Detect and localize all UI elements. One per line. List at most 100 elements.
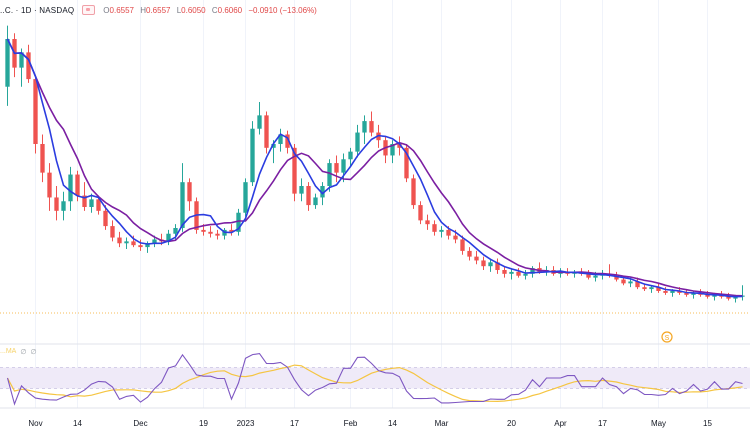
candle-body — [404, 147, 409, 179]
candle-body — [243, 182, 248, 213]
alert-icon[interactable] — [82, 5, 96, 15]
candle-body — [68, 174, 73, 202]
candle-body — [705, 294, 710, 297]
candle-body — [432, 224, 437, 232]
rsi-legend: ...MA ∅ ∅ — [0, 348, 37, 356]
close-value: 0.6060 — [217, 5, 243, 15]
candle-body — [628, 281, 633, 284]
candle-body — [523, 273, 528, 276]
candle-body — [320, 186, 325, 198]
candle-body — [152, 239, 157, 244]
candle-body — [341, 159, 346, 173]
x-tick-label: 17 — [290, 419, 299, 428]
split-marker — [661, 331, 673, 343]
candle-body — [75, 174, 80, 196]
candle-body — [264, 115, 269, 148]
candle-body — [649, 287, 654, 290]
candle-body — [411, 178, 416, 206]
candle-body — [61, 201, 66, 211]
candle-body — [740, 295, 745, 297]
rsi-band — [0, 367, 750, 389]
x-tick-label: 2023 — [237, 419, 255, 428]
candle-body — [656, 287, 661, 291]
candle-body — [726, 296, 731, 299]
candle-body — [138, 245, 143, 248]
candle-body — [495, 262, 500, 270]
split-marker-label: S — [665, 335, 670, 342]
candle-body — [96, 199, 101, 211]
candle-body — [215, 233, 220, 236]
candle-body — [299, 186, 304, 194]
rsi-value-1: ∅ — [20, 349, 27, 356]
candle-body — [201, 229, 206, 232]
candle-body — [5, 39, 10, 87]
low-value: 0.6050 — [181, 5, 206, 15]
candle-body — [677, 291, 682, 293]
candle-body — [467, 250, 472, 257]
candle-body — [453, 235, 458, 240]
candle-body — [418, 205, 423, 221]
candle-body — [593, 275, 598, 278]
candle-body — [145, 243, 150, 248]
candle-body — [460, 239, 465, 251]
candle-body — [670, 291, 675, 293]
candle-body — [621, 279, 626, 284]
candle-body — [390, 144, 395, 156]
candle-body — [313, 197, 318, 206]
candle-body — [509, 271, 514, 274]
candle-body — [124, 241, 129, 244]
candle-body — [208, 231, 213, 234]
candle-body — [285, 134, 290, 148]
x-tick-label: Nov — [28, 419, 42, 428]
candle-body — [236, 212, 241, 232]
candle-body — [117, 237, 122, 244]
candle-body — [355, 132, 360, 152]
close-key: C — [211, 5, 218, 15]
candle-body — [614, 275, 619, 280]
candle-body — [131, 241, 136, 246]
candle-body — [425, 220, 430, 225]
candle-body — [82, 195, 87, 207]
candle-body — [229, 229, 234, 232]
candle-body — [712, 294, 717, 297]
candle-body — [362, 121, 367, 133]
x-tick-label: 15 — [703, 419, 712, 428]
candle-body — [271, 144, 276, 148]
change-value: −0.0910 (−13.06%) — [248, 5, 317, 15]
candle-body — [369, 121, 374, 133]
x-tick-label: Feb — [344, 419, 358, 428]
high-key: H — [140, 5, 146, 15]
candle-body — [474, 256, 479, 261]
candle-body — [19, 52, 24, 68]
candle-body — [166, 233, 171, 242]
candle-body — [26, 52, 31, 80]
candle-body — [586, 273, 591, 278]
x-tick-label: Mar — [435, 419, 449, 428]
candle-body — [33, 79, 38, 144]
candle-body — [488, 262, 493, 267]
candle-body — [348, 151, 353, 160]
rsi-value-2: ∅ — [30, 349, 37, 356]
open-value: 0.6557 — [109, 5, 134, 15]
candle-body — [446, 229, 451, 236]
x-tick-label: Dec — [133, 419, 147, 428]
x-tick-label: 14 — [73, 419, 82, 428]
candle-body — [40, 144, 45, 173]
candle-body — [327, 163, 332, 186]
x-tick-label: 20 — [507, 419, 516, 428]
chart-legend: ..C. · 1D · NASDAQ O0.6557 H0.6557 L0.60… — [0, 2, 317, 18]
high-value: 0.6557 — [146, 5, 171, 15]
candle-body — [663, 291, 668, 293]
ma-slow-line — [6, 38, 743, 297]
x-tick-label: 14 — [388, 419, 397, 428]
x-tick-label: May — [651, 419, 666, 428]
candle-body — [481, 260, 486, 267]
low-key: L — [176, 5, 182, 15]
candle-body — [54, 197, 59, 211]
x-tick-label: Apr — [554, 419, 567, 428]
candle-body — [103, 210, 108, 227]
candle-body — [89, 199, 94, 207]
candle-body — [306, 186, 311, 206]
